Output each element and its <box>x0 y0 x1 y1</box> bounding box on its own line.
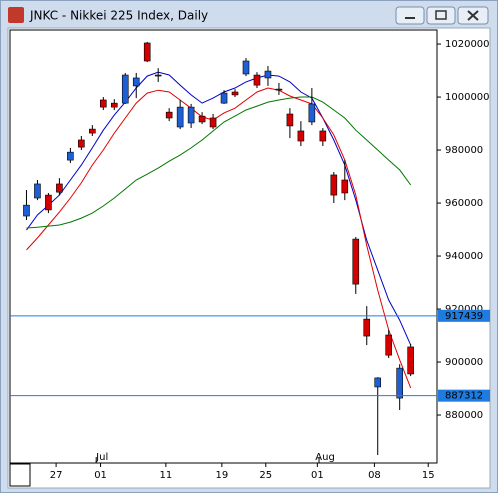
candle-body <box>231 91 239 96</box>
minimize-button[interactable] <box>395 6 425 25</box>
x-tick-label: 08 <box>368 470 381 481</box>
candle-body <box>352 238 360 285</box>
month-label: Jul <box>95 452 108 463</box>
y-tick-label: 980000 <box>445 145 483 156</box>
plot-border <box>9 29 438 464</box>
candle-body <box>286 113 294 127</box>
price-label: 887312 <box>445 391 483 402</box>
candle-body <box>374 377 382 388</box>
candle-body <box>56 183 63 193</box>
candle-body <box>67 151 74 161</box>
candle-body <box>100 99 107 108</box>
moving-average-line <box>26 96 412 229</box>
y-tick-label: 940000 <box>445 251 483 262</box>
window-controls[interactable] <box>395 6 489 25</box>
close-icon <box>467 10 479 21</box>
candle-body <box>275 88 283 91</box>
moving-average-line <box>26 87 412 389</box>
candle-body <box>78 139 85 148</box>
candle-body <box>396 367 403 399</box>
candle-body <box>363 318 371 337</box>
plot <box>23 41 414 456</box>
candle-body <box>110 102 118 108</box>
price-label: 917439 <box>445 311 483 322</box>
restore-button[interactable] <box>426 6 456 25</box>
candle-body <box>132 77 140 87</box>
scroll-marker[interactable] <box>9 463 31 487</box>
candle-body <box>407 346 414 375</box>
y-tick-label: 900000 <box>445 357 483 368</box>
candle-body <box>220 92 228 104</box>
candle-body <box>385 334 393 356</box>
y-tick-label: 880000 <box>445 410 483 421</box>
x-tick-label: 27 <box>50 470 63 481</box>
candle-body <box>45 194 52 211</box>
price-label-box <box>438 309 490 322</box>
candle-body <box>253 74 261 86</box>
candle-body <box>143 42 151 62</box>
y-tick-label: 920000 <box>445 304 483 315</box>
candle-body <box>176 106 184 128</box>
chart-title: JNKC - Nikkei 225 Index, Daily <box>29 9 208 23</box>
candle-body <box>89 128 96 134</box>
x-tick-label: 19 <box>215 470 228 481</box>
x-tick-label: 01 <box>311 470 324 481</box>
moving-average-line <box>26 71 412 346</box>
y-tick-label: 1020000 <box>445 39 490 50</box>
x-tick-label: 01 <box>94 470 107 481</box>
x-tick-label: 15 <box>422 470 435 481</box>
y-tick-label: 1000000 <box>445 92 490 103</box>
candle-body <box>34 183 41 199</box>
candle-body <box>242 60 250 75</box>
candle-body <box>341 179 349 194</box>
window-icon <box>8 7 24 23</box>
price-label-box <box>438 389 490 402</box>
x-tick-label: 11 <box>160 470 173 481</box>
candle-body <box>330 174 338 196</box>
candle-body <box>121 74 129 104</box>
x-tick-label: 25 <box>259 470 272 481</box>
candle-body <box>198 115 206 123</box>
candle-body <box>154 74 162 77</box>
candle-body <box>264 70 272 79</box>
y-tick-label: 960000 <box>445 198 483 209</box>
candle-body <box>165 111 173 119</box>
candle-body <box>187 106 195 124</box>
restore-icon <box>435 10 447 20</box>
candle-body <box>23 204 30 217</box>
candle-body <box>319 130 327 142</box>
candle-body <box>297 130 305 142</box>
chart-area <box>7 27 491 489</box>
candle-body <box>308 103 316 123</box>
candle-body <box>209 117 217 128</box>
month-label: Aug <box>315 452 335 463</box>
